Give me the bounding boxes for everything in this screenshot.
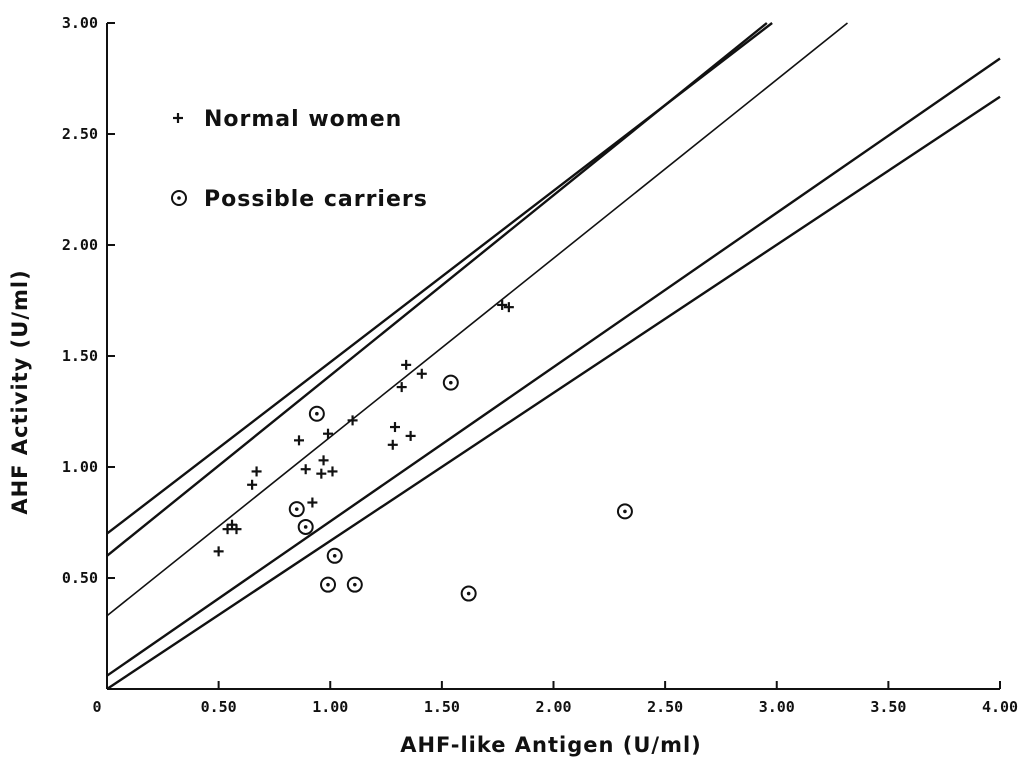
x-tick-label: 0.50 bbox=[201, 698, 237, 716]
data-point-normal-women bbox=[227, 519, 238, 530]
reference-lines bbox=[106, 22, 1001, 691]
data-point-normal-women bbox=[323, 428, 334, 439]
data-point-possible-carrier bbox=[442, 374, 459, 391]
y-axis-ticks: 0.50 1.00 1.50 2.00 2.50 3.00 bbox=[62, 14, 115, 587]
x-tick-label: 0 bbox=[92, 698, 101, 716]
y-tick-label: 2.00 bbox=[62, 236, 98, 254]
y-tick-label: 3.00 bbox=[62, 14, 98, 32]
x-tick-label: 3.50 bbox=[870, 698, 906, 716]
data-point-normal-women bbox=[503, 302, 514, 313]
legend-label-possible-carriers: Possible carriers bbox=[204, 187, 428, 212]
data-point-normal-women bbox=[401, 359, 412, 370]
x-axis-ticks: 0 0.50 1.00 1.50 2.00 2.50 3.00 3.50 4.00 bbox=[92, 681, 1018, 716]
data-point-normal-women bbox=[300, 464, 311, 475]
y-tick-label: 0.50 bbox=[62, 569, 98, 587]
data-point-normal-women bbox=[213, 546, 224, 557]
legend: Normal women Possible carriers bbox=[171, 107, 428, 212]
data-point-possible-carrier bbox=[460, 585, 477, 602]
x-tick-label: 1.50 bbox=[424, 698, 460, 716]
data-point-possible-carrier bbox=[288, 501, 305, 518]
x-axis-title: AHF-like Antigen (U/ml) bbox=[400, 733, 702, 757]
data-point-possible-carrier bbox=[346, 576, 363, 593]
data-point-normal-women bbox=[327, 466, 338, 477]
legend-circle-dot-glyph bbox=[171, 190, 187, 206]
legend-plus-marker bbox=[173, 113, 183, 123]
data-point-possible-carrier bbox=[297, 518, 314, 535]
reference-line bbox=[106, 22, 768, 557]
x-tick-label: 3.00 bbox=[759, 698, 795, 716]
reference-line bbox=[106, 57, 1001, 677]
reference-line bbox=[106, 22, 848, 617]
data-point-possible-carrier bbox=[320, 576, 337, 593]
data-point-possible-carrier bbox=[616, 503, 633, 520]
data-point-normal-women bbox=[497, 299, 508, 310]
legend-item-normal-women: Normal women bbox=[173, 107, 402, 132]
x-tick-label: 1.00 bbox=[312, 698, 348, 716]
data-point-normal-women bbox=[347, 415, 358, 426]
x-tick-label: 4.00 bbox=[982, 698, 1018, 716]
data-point-normal-women bbox=[231, 524, 242, 535]
data-point-normal-women bbox=[316, 468, 327, 479]
data-point-normal-women bbox=[416, 368, 427, 379]
x-tick-label: 2.50 bbox=[647, 698, 683, 716]
legend-plus-glyph bbox=[173, 113, 183, 123]
y-tick-label: 1.50 bbox=[62, 347, 98, 365]
data-point-normal-women bbox=[387, 439, 398, 450]
y-tick-label: 2.50 bbox=[62, 125, 98, 143]
data-point-normal-women bbox=[251, 466, 262, 477]
legend-item-possible-carriers: Possible carriers bbox=[171, 187, 428, 212]
legend-circle-dot-marker bbox=[171, 190, 187, 206]
data-point-normal-women bbox=[293, 435, 304, 446]
data-point-possible-carrier bbox=[326, 547, 343, 564]
reference-line bbox=[106, 95, 1001, 691]
y-tick-label: 1.00 bbox=[62, 458, 98, 476]
data-point-normal-women bbox=[222, 524, 233, 535]
data-point-normal-women bbox=[318, 455, 329, 466]
data-point-normal-women bbox=[396, 382, 407, 393]
data-point-normal-women bbox=[307, 497, 318, 508]
data-point-normal-women bbox=[247, 479, 258, 490]
x-tick-label: 2.00 bbox=[535, 698, 571, 716]
data-point-possible-carrier bbox=[308, 405, 325, 422]
data-points bbox=[213, 299, 633, 602]
data-point-normal-women bbox=[389, 422, 400, 433]
legend-label-normal-women: Normal women bbox=[204, 107, 402, 132]
data-point-normal-women bbox=[405, 430, 416, 441]
y-axis-title: AHF Activity (U/ml) bbox=[8, 269, 32, 514]
